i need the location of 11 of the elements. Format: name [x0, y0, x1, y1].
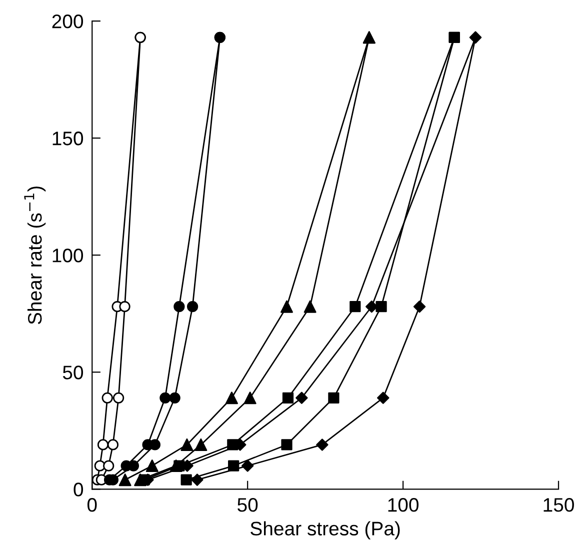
y-tick-label: 100: [52, 248, 84, 262]
x-tick-label: 0: [87, 498, 97, 512]
y-tick-label: 200: [52, 14, 84, 28]
x-axis-title: Shear stress (Pa): [250, 521, 400, 540]
y-tick-label: 150: [52, 132, 84, 146]
x-tick-label: 100: [388, 498, 419, 512]
y-tick-label: 0: [74, 482, 84, 496]
y-tick-label: 50: [62, 366, 84, 380]
y-axis-title: Shear rate (s$^{−1}$): [24, 186, 46, 324]
x-tick-label: 50: [238, 498, 258, 512]
x-tick-label: 150: [544, 498, 574, 512]
